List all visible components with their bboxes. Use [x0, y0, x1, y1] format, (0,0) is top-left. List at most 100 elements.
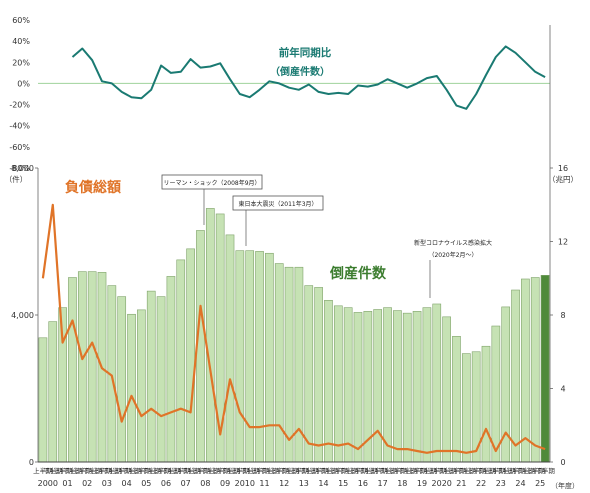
- axes-group: 8,0004,00001612840上半期下半期上半期下半期上半期下半期上半期下…: [11, 25, 568, 488]
- lehman-annotation-text: リーマン・ショック（2008年9月）: [163, 179, 260, 187]
- yoy-subtitle: （倒産件数）: [270, 65, 330, 78]
- year-label: 13: [299, 479, 309, 488]
- half-period-label: 上半期: [191, 466, 211, 475]
- yoy-y-tick-label: 40%: [12, 37, 30, 46]
- bankruptcy-count-bar: [324, 299, 333, 463]
- year-label: 03: [102, 479, 112, 488]
- half-period-label: 下半期: [220, 466, 240, 475]
- bankruptcy-count-bar: [87, 271, 97, 463]
- half-period-label: 下半期: [82, 466, 102, 475]
- year-label: 19: [417, 479, 427, 488]
- bankruptcy-count-bar: [284, 266, 294, 463]
- half-period-label: 下半期: [279, 466, 299, 475]
- bankruptcy-count-bar: [314, 287, 323, 463]
- left-y-tick-label: 0: [29, 458, 34, 467]
- half-period-label: 下半期: [260, 466, 280, 475]
- bankruptcy-count-bar: [68, 277, 77, 463]
- bankruptcy-count-bar: [77, 271, 87, 463]
- bankruptcy-count-bar: [225, 234, 235, 463]
- covid-annotation-text-2: （2020年2月～）: [428, 251, 477, 259]
- half-period-label: 下半期: [457, 466, 477, 475]
- half-period-label: 下半期: [397, 466, 417, 475]
- year-label: 02: [82, 479, 92, 488]
- yoy-y-tick-label: -80%: [9, 164, 30, 173]
- half-period-label: 下半期: [102, 466, 122, 475]
- half-period-label: 上半期: [486, 466, 506, 475]
- bankruptcy-count-bar: [245, 250, 255, 463]
- lehman-annotation-box: [161, 174, 263, 190]
- bankruptcy-count-bar: [511, 289, 520, 463]
- left-y-tick-label: 4,000: [11, 311, 34, 320]
- bankruptcy-count-bar: [333, 305, 343, 463]
- liabilities-label: 負債総額: [65, 179, 121, 196]
- year-label: 01: [62, 479, 72, 488]
- half-period-label: 下半期: [299, 466, 319, 475]
- year-label: 14: [318, 479, 328, 488]
- year-label: 18: [397, 479, 407, 488]
- bankruptcy-count-bar: [402, 312, 412, 463]
- half-period-label: 上半期: [348, 466, 368, 475]
- yoy-y-tick-label: 0%: [17, 79, 30, 88]
- half-period-label: 上半期: [289, 466, 309, 475]
- year-label: 09: [220, 479, 230, 488]
- left-axis-unit: （件）: [5, 174, 28, 184]
- bankruptcy-count-bar: [422, 307, 432, 463]
- half-period-label: 下半期: [358, 466, 378, 475]
- half-period-label: 上半期: [309, 466, 329, 475]
- half-period-label: 上半期: [427, 466, 447, 475]
- yoy-series-line: [71, 45, 546, 110]
- bankruptcy-count-bar: [235, 250, 245, 463]
- half-period-label: 下半期: [319, 466, 339, 475]
- bankruptcy-count-bar: [491, 325, 501, 463]
- bankruptcy-count-bar: [274, 263, 284, 463]
- half-period-label: 下半期: [240, 466, 260, 475]
- half-period-label: 上半期: [73, 466, 93, 475]
- bankruptcy-count-bar: [186, 248, 195, 463]
- yoy-y-tick-label: -20%: [9, 101, 30, 110]
- liabilities-series-line: [41, 203, 546, 454]
- half-period-label: 下半期: [417, 466, 437, 475]
- bankruptcy-count-bar: [137, 309, 146, 463]
- bankruptcy-count-bar: [530, 277, 540, 463]
- half-period-label: 上半期: [447, 466, 467, 475]
- right-y-tick-label: 12: [558, 238, 568, 247]
- bankruptcy-count-bar: [442, 316, 451, 463]
- right-y-tick-label: 16: [558, 164, 568, 173]
- bankruptcy-count-label: 倒産件数: [329, 265, 387, 282]
- half-period-label: 上半期: [210, 466, 230, 475]
- year-label: 2020: [432, 479, 452, 488]
- bankruptcy-count-bar: [127, 313, 136, 463]
- year-label: 23: [496, 479, 506, 488]
- bankruptcy-count-bar: [255, 251, 264, 463]
- yoy-y-tick-label: -40%: [9, 122, 30, 131]
- bankruptcy-count-bar: [343, 307, 353, 463]
- year-label: 2010: [235, 479, 255, 488]
- half-period-label: 上半期: [112, 466, 132, 475]
- year-label: 07: [181, 479, 191, 488]
- bankruptcy-count-bar: [205, 208, 215, 463]
- bankruptcy-count-bar: [265, 252, 274, 463]
- covid-annotation: 新型コロナウイルス感染拡大 （2020年2月～）: [414, 239, 492, 298]
- covid-annotation-text-1: 新型コロナウイルス感染拡大: [414, 239, 492, 247]
- half-period-label: 下半期: [181, 466, 201, 475]
- half-period-label: 下半期: [201, 466, 221, 475]
- bankruptcy-count-bar: [432, 303, 442, 463]
- year-label: 04: [122, 479, 132, 488]
- bankruptcy-count-bar: [383, 307, 392, 463]
- yoy-y-tick-label: 60%: [12, 16, 30, 25]
- earthquake-annotation-box: [232, 195, 324, 211]
- year-label: 06: [161, 479, 171, 488]
- bankruptcy-count-bar: [176, 259, 186, 463]
- bankruptcy-count-bar: [156, 296, 166, 463]
- half-period-label: 上半期: [466, 466, 486, 475]
- year-label: 22: [476, 479, 486, 488]
- half-period-label: 上半期: [171, 466, 191, 475]
- year-label: 08: [200, 479, 210, 488]
- half-period-label: 下半期: [535, 466, 555, 475]
- year-label: 17: [378, 479, 388, 488]
- half-period-label: 上半期: [250, 466, 270, 475]
- half-period-label: 上半期: [368, 466, 388, 475]
- year-label: 24: [515, 479, 525, 488]
- bankruptcy-count-bar: [117, 296, 127, 463]
